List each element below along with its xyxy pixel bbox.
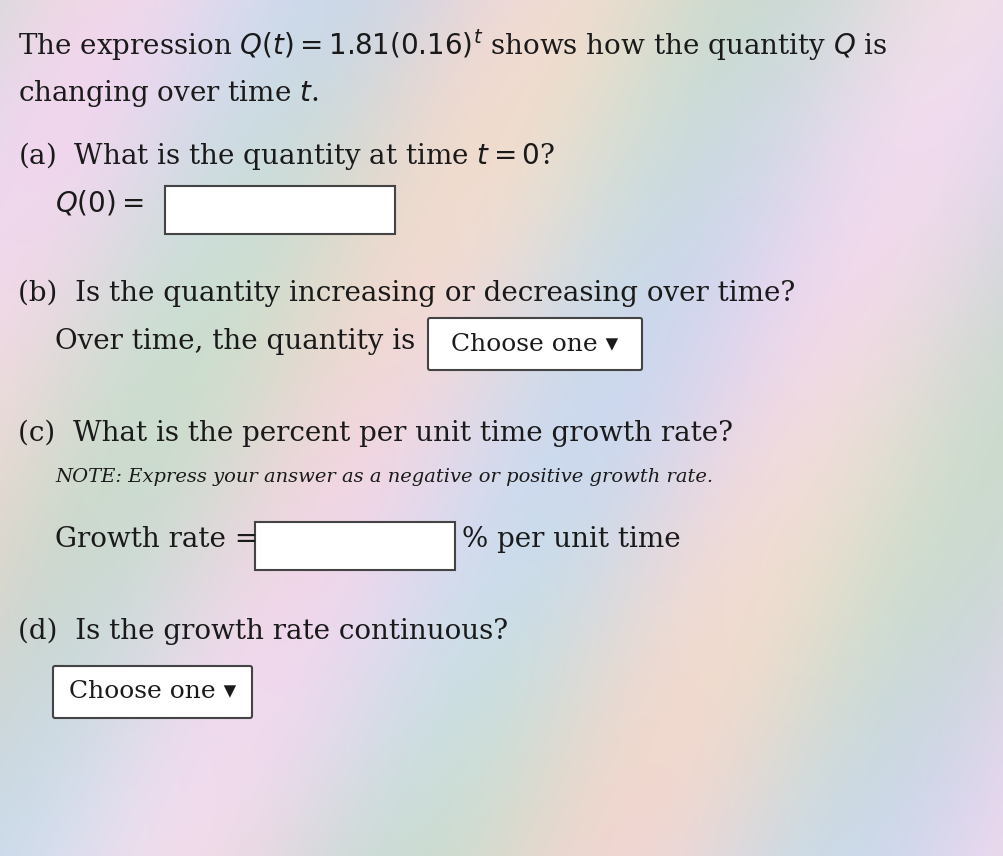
Bar (164, 186, 394, 234)
Text: (d)  Is the growth rate continuous?: (d) Is the growth rate continuous? (18, 618, 508, 645)
FancyBboxPatch shape (53, 666, 252, 718)
Bar (255, 522, 454, 570)
Text: (b)  Is the quantity increasing or decreasing over time?: (b) Is the quantity increasing or decrea… (18, 280, 794, 307)
Text: (c)  What is the percent per unit time growth rate?: (c) What is the percent per unit time gr… (18, 420, 732, 448)
Text: Choose one ▾: Choose one ▾ (451, 332, 618, 355)
Text: % per unit time: % per unit time (461, 526, 680, 553)
Text: (a)  What is the quantity at time $t = 0$?: (a) What is the quantity at time $t = 0$… (18, 140, 555, 172)
Text: The expression $Q(t) = 1.81(0.16)^t$ shows how the quantity $Q$ is: The expression $Q(t) = 1.81(0.16)^t$ sho… (18, 28, 887, 63)
Text: Growth rate =: Growth rate = (55, 526, 258, 553)
Text: NOTE: Express your answer as a negative or positive growth rate.: NOTE: Express your answer as a negative … (55, 468, 712, 486)
FancyBboxPatch shape (427, 318, 641, 370)
Text: Over time, the quantity is: Over time, the quantity is (55, 328, 415, 355)
Text: $Q(0) =$: $Q(0) =$ (55, 188, 143, 217)
Text: changing over time $t$.: changing over time $t$. (18, 78, 318, 109)
Text: Choose one ▾: Choose one ▾ (69, 681, 236, 704)
